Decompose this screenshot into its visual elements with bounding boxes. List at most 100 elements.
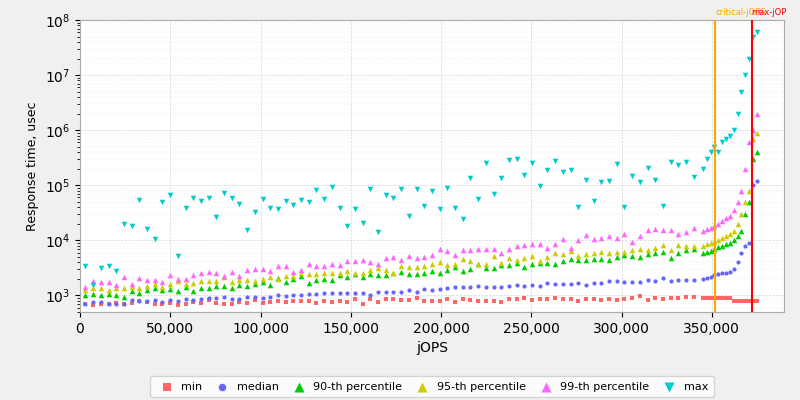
90-th percentile (279, 279, 292, 285)
90-th percentile (94, 292, 107, 298)
median (716, 270, 729, 277)
max (264, 205, 277, 212)
90-th percentile (133, 290, 146, 296)
90-th percentile (641, 250, 654, 257)
95-th percentile (194, 277, 207, 284)
90-th percentile (564, 256, 577, 262)
max (241, 226, 254, 233)
max (356, 220, 369, 227)
max (704, 149, 717, 155)
min (664, 295, 677, 302)
90-th percentile (700, 248, 713, 255)
median (434, 286, 446, 292)
90-th percentile (249, 281, 262, 288)
max (418, 203, 430, 210)
median (210, 295, 222, 302)
min (218, 300, 230, 307)
95-th percentile (86, 284, 99, 291)
median (426, 286, 438, 293)
95-th percentile (510, 257, 523, 263)
max (333, 205, 346, 211)
min (264, 299, 277, 305)
95-th percentile (518, 254, 530, 261)
min (341, 298, 354, 305)
median (187, 297, 200, 304)
max (426, 188, 438, 194)
99-th percentile (742, 139, 755, 146)
median (156, 298, 169, 305)
95-th percentile (156, 284, 169, 290)
99-th percentile (664, 227, 677, 233)
max (657, 203, 670, 210)
min (564, 296, 577, 302)
90-th percentile (364, 271, 377, 278)
median (719, 269, 732, 276)
90-th percentile (572, 257, 585, 264)
90-th percentile (510, 260, 523, 266)
median (171, 298, 184, 304)
max (194, 198, 207, 204)
90-th percentile (271, 275, 284, 282)
min (541, 296, 554, 302)
95-th percentile (526, 252, 538, 259)
median (410, 289, 423, 295)
median (731, 259, 744, 266)
median (704, 273, 717, 280)
median (279, 293, 292, 300)
90-th percentile (287, 276, 300, 282)
99-th percentile (479, 246, 492, 252)
min (641, 296, 654, 303)
90-th percentile (194, 285, 207, 291)
median (133, 298, 146, 305)
median (233, 295, 246, 302)
median (672, 277, 685, 283)
95-th percentile (294, 270, 307, 276)
90-th percentile (264, 282, 277, 288)
95-th percentile (79, 286, 92, 293)
median (372, 289, 385, 295)
median (739, 242, 752, 249)
min (387, 296, 400, 303)
min (549, 295, 562, 302)
90-th percentile (712, 244, 725, 250)
95-th percentile (618, 248, 631, 255)
min (687, 294, 700, 300)
99-th percentile (610, 234, 623, 241)
95-th percentile (687, 243, 700, 250)
95-th percentile (664, 247, 677, 253)
95-th percentile (318, 270, 330, 276)
max (739, 72, 752, 78)
max (202, 195, 215, 201)
90-th percentile (739, 211, 752, 217)
90-th percentile (618, 251, 631, 258)
max (641, 165, 654, 172)
99-th percentile (526, 241, 538, 247)
90-th percentile (156, 286, 169, 293)
90-th percentile (79, 292, 92, 298)
median (226, 296, 238, 302)
95-th percentile (572, 253, 585, 259)
95-th percentile (233, 276, 246, 283)
median (264, 294, 277, 300)
90-th percentile (171, 288, 184, 295)
median (579, 282, 592, 288)
99-th percentile (719, 215, 732, 222)
max (126, 223, 138, 230)
max (534, 182, 546, 189)
90-th percentile (716, 242, 729, 249)
median (564, 281, 577, 287)
99-th percentile (271, 262, 284, 269)
95-th percentile (649, 245, 662, 252)
min (294, 298, 307, 304)
median (602, 278, 615, 284)
99-th percentile (110, 282, 122, 288)
99-th percentile (434, 246, 446, 252)
median (587, 280, 600, 286)
95-th percentile (441, 261, 454, 268)
max (233, 201, 246, 207)
90-th percentile (587, 256, 600, 262)
99-th percentile (410, 254, 423, 261)
max (687, 174, 700, 180)
median (94, 299, 107, 305)
min (356, 300, 369, 307)
